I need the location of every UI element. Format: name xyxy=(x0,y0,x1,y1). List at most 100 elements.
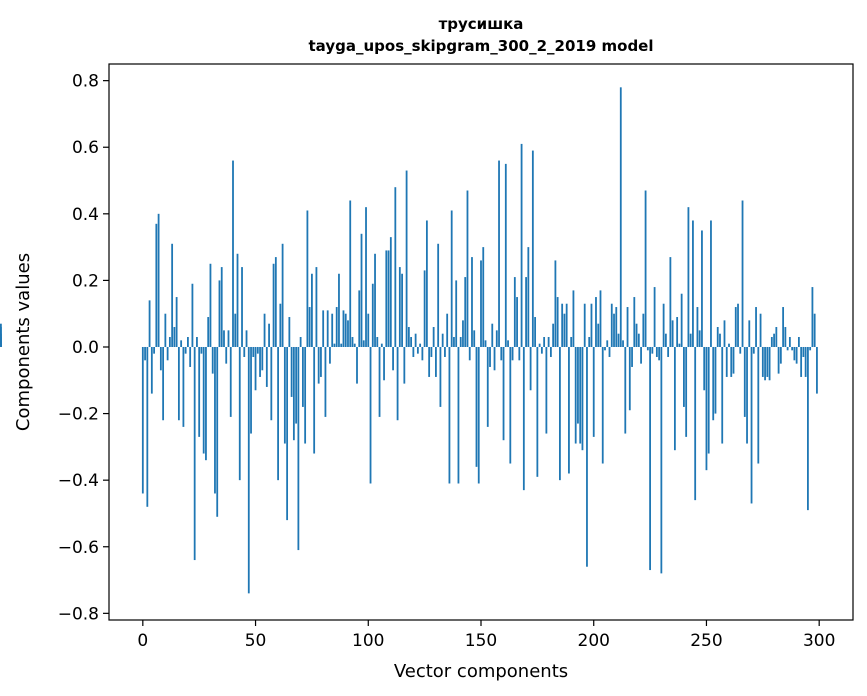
chart-title: трусишка xyxy=(439,15,524,33)
bar xyxy=(547,337,550,347)
bar xyxy=(459,337,462,347)
bar xyxy=(597,323,600,347)
bar xyxy=(335,307,338,347)
bar xyxy=(761,346,764,377)
x-tick-label: 150 xyxy=(465,631,497,651)
bar xyxy=(658,346,661,361)
bar xyxy=(640,346,642,364)
bar xyxy=(565,303,568,347)
bar xyxy=(633,297,636,347)
bars-group xyxy=(0,87,818,594)
bar xyxy=(466,190,469,347)
bar xyxy=(383,346,385,381)
bar xyxy=(358,290,361,347)
bar xyxy=(407,327,410,347)
bar xyxy=(146,346,149,507)
bar xyxy=(250,346,252,434)
bar xyxy=(232,160,234,347)
bar xyxy=(741,200,744,347)
bar xyxy=(419,343,422,347)
bar xyxy=(728,343,730,347)
y-tick-label: 0.2 xyxy=(72,271,99,291)
bar xyxy=(367,313,370,347)
bar xyxy=(274,257,277,347)
bar xyxy=(707,346,710,454)
bar xyxy=(279,303,282,347)
bar xyxy=(437,243,440,347)
bar xyxy=(662,303,665,347)
bar xyxy=(439,346,442,407)
bar xyxy=(353,343,356,347)
bar xyxy=(581,346,584,451)
bar xyxy=(628,346,631,411)
bar xyxy=(455,280,458,347)
bar xyxy=(680,293,683,347)
bar xyxy=(311,273,313,347)
bar xyxy=(511,346,514,361)
bar xyxy=(644,190,647,347)
bar xyxy=(651,346,654,354)
bar xyxy=(655,346,658,357)
x-tick-label: 200 xyxy=(578,631,610,651)
bar xyxy=(320,346,322,377)
bar xyxy=(263,313,266,347)
bar xyxy=(448,346,451,484)
bar xyxy=(804,346,807,377)
bar xyxy=(750,346,753,504)
bar xyxy=(586,346,588,567)
bar xyxy=(227,330,230,347)
bar xyxy=(534,317,537,347)
bar xyxy=(516,297,518,347)
bar xyxy=(435,346,437,377)
bar xyxy=(428,346,431,377)
bar xyxy=(766,346,769,377)
bar xyxy=(525,277,527,347)
bar xyxy=(802,346,805,357)
bar xyxy=(360,233,363,347)
bar xyxy=(712,346,715,421)
bar xyxy=(432,327,435,347)
bar xyxy=(180,340,183,347)
bar xyxy=(295,346,298,424)
bar xyxy=(480,260,482,347)
bar xyxy=(259,346,261,377)
bar xyxy=(220,267,223,347)
bar xyxy=(592,346,595,437)
bar xyxy=(344,313,347,347)
bar xyxy=(495,330,498,347)
bar xyxy=(389,237,392,347)
bar xyxy=(277,346,279,481)
bar xyxy=(315,267,318,347)
bar xyxy=(141,346,144,494)
bar xyxy=(340,343,343,347)
bar xyxy=(775,327,778,347)
bar xyxy=(637,333,640,347)
bar xyxy=(764,346,766,381)
bar xyxy=(543,337,546,347)
bar xyxy=(701,230,703,347)
bar xyxy=(484,340,487,347)
bar xyxy=(536,346,539,477)
bar xyxy=(324,346,327,417)
bar xyxy=(198,346,201,437)
bar xyxy=(716,327,719,347)
bar xyxy=(396,346,399,421)
bar xyxy=(281,243,284,347)
bar xyxy=(619,87,622,347)
bar xyxy=(696,307,699,347)
bar xyxy=(568,346,570,474)
y-tick-label: 0.8 xyxy=(72,72,99,92)
bar xyxy=(498,160,500,347)
bar xyxy=(444,346,446,357)
bar xyxy=(225,346,228,364)
bar xyxy=(752,346,755,354)
bar xyxy=(714,346,717,414)
bar xyxy=(453,337,455,347)
y-tick-label: −0.6 xyxy=(58,538,99,558)
bar xyxy=(642,313,645,347)
x-ticks-group: 0 50 100 150 200 250 300 xyxy=(137,620,835,651)
bar xyxy=(272,263,275,347)
bar xyxy=(737,303,739,347)
